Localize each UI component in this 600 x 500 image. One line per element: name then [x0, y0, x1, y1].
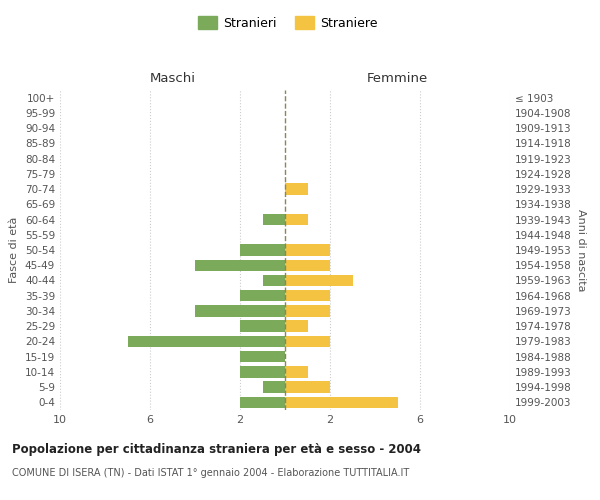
- Legend: Stranieri, Straniere: Stranieri, Straniere: [193, 11, 383, 35]
- Bar: [285, 366, 308, 378]
- Bar: [128, 336, 285, 347]
- Bar: [240, 290, 285, 302]
- Bar: [240, 366, 285, 378]
- Text: Femmine: Femmine: [367, 72, 428, 85]
- Bar: [285, 396, 398, 408]
- Bar: [263, 214, 285, 225]
- Bar: [285, 275, 353, 286]
- Y-axis label: Anni di nascita: Anni di nascita: [575, 209, 586, 291]
- Y-axis label: Fasce di età: Fasce di età: [10, 217, 19, 283]
- Bar: [285, 260, 330, 271]
- Bar: [240, 351, 285, 362]
- Bar: [263, 382, 285, 393]
- Bar: [285, 244, 330, 256]
- Bar: [195, 260, 285, 271]
- Bar: [240, 320, 285, 332]
- Bar: [263, 275, 285, 286]
- Bar: [285, 336, 330, 347]
- Bar: [285, 305, 330, 316]
- Bar: [285, 290, 330, 302]
- Bar: [285, 382, 330, 393]
- Bar: [240, 244, 285, 256]
- Text: Popolazione per cittadinanza straniera per età e sesso - 2004: Popolazione per cittadinanza straniera p…: [12, 442, 421, 456]
- Bar: [285, 320, 308, 332]
- Text: Maschi: Maschi: [149, 72, 196, 85]
- Text: COMUNE DI ISERA (TN) - Dati ISTAT 1° gennaio 2004 - Elaborazione TUTTITALIA.IT: COMUNE DI ISERA (TN) - Dati ISTAT 1° gen…: [12, 468, 409, 477]
- Bar: [240, 396, 285, 408]
- Bar: [285, 184, 308, 195]
- Bar: [285, 214, 308, 225]
- Bar: [195, 305, 285, 316]
